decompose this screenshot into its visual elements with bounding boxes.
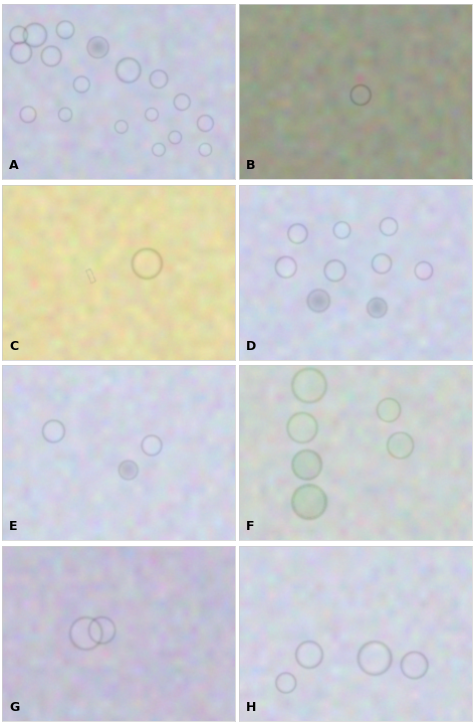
- Text: H: H: [246, 701, 256, 714]
- Text: C: C: [9, 339, 18, 352]
- Text: G: G: [9, 701, 19, 714]
- Text: D: D: [246, 339, 256, 352]
- Text: A: A: [9, 159, 19, 172]
- Text: E: E: [9, 521, 18, 534]
- Text: F: F: [246, 521, 255, 534]
- Text: B: B: [246, 159, 255, 172]
